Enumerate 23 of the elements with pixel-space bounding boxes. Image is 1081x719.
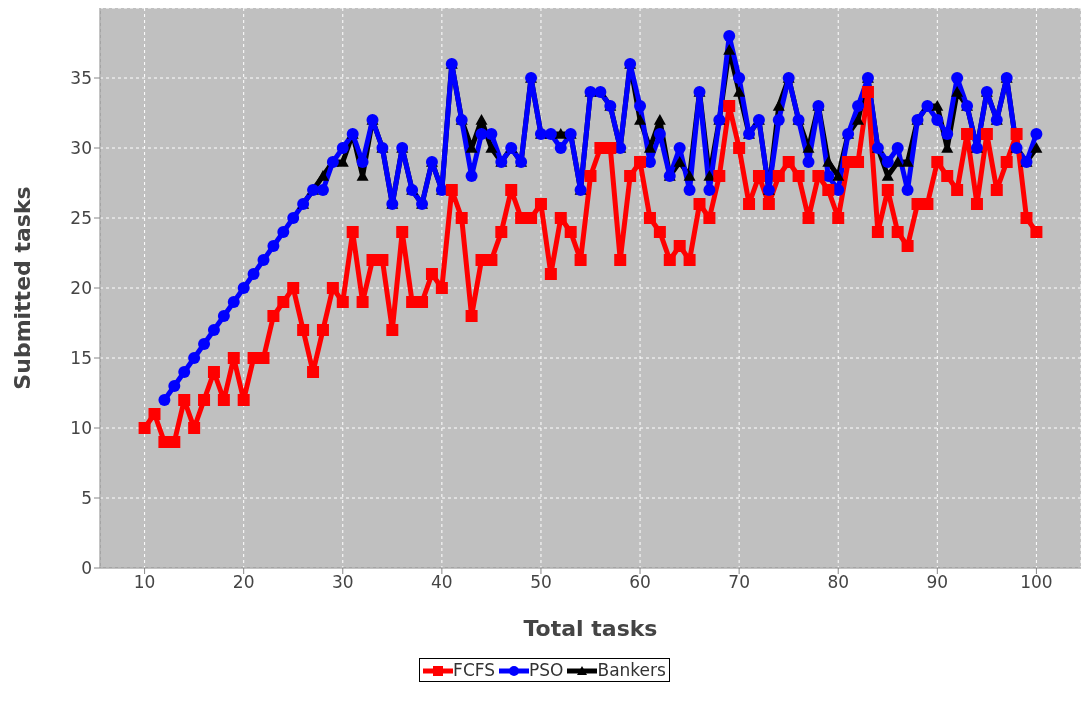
x-tick-label: 50 [530, 572, 552, 593]
x-tick-label: 20 [232, 572, 255, 593]
y-tick-label: 15 [70, 348, 92, 369]
x-tick-label: 70 [728, 572, 750, 593]
y-tick-label: 20 [70, 278, 92, 299]
x-tick-label: 30 [331, 572, 354, 593]
x-axis-title: Total tasks [523, 616, 658, 641]
y-tick-label: 35 [70, 68, 92, 89]
y-tick-label: 25 [70, 208, 92, 229]
y-tick-label: 30 [70, 138, 92, 159]
x-tick-label: 10 [133, 572, 156, 593]
legend-label: FCFS [452, 660, 496, 680]
x-tick-label: 40 [431, 572, 453, 593]
y-tick-label: 10 [70, 418, 92, 439]
y-tick-label: 0 [81, 558, 92, 579]
y-tick-label: 5 [81, 488, 92, 509]
legend-label: Bankers [596, 660, 666, 680]
x-tick-label: 80 [827, 572, 850, 593]
y-axis-title: Submitted tasks [9, 186, 35, 390]
legend-label: PSO [528, 660, 564, 680]
x-tick-label: 60 [629, 572, 651, 593]
x-tick-label: 100 [1020, 572, 1053, 593]
x-tick-label: 90 [926, 572, 949, 593]
